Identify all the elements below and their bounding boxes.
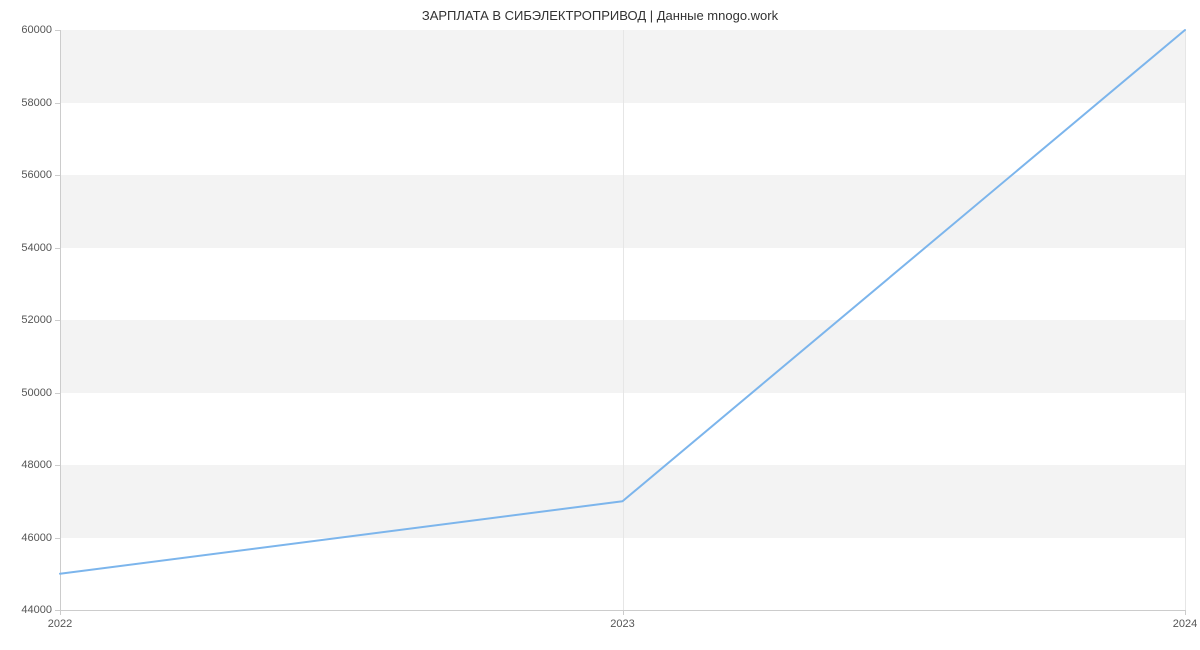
x-tick-label: 2022 <box>48 618 72 630</box>
x-tick-mark <box>1185 610 1186 615</box>
x-tick-label: 2024 <box>1173 618 1197 630</box>
y-tick-label: 44000 <box>21 604 52 616</box>
y-tick-label: 46000 <box>21 532 52 544</box>
line-layer <box>60 30 1185 610</box>
plot-area: 4400046000480005000052000540005600058000… <box>60 30 1185 610</box>
y-tick-label: 52000 <box>21 314 52 326</box>
y-tick-label: 54000 <box>21 242 52 254</box>
salary-line-chart: ЗАРПЛАТА В СИБЭЛЕКТРОПРИВОД | Данные mno… <box>0 0 1200 650</box>
y-tick-label: 48000 <box>21 459 52 471</box>
y-tick-label: 58000 <box>21 97 52 109</box>
y-tick-label: 60000 <box>21 24 52 36</box>
x-axis-line <box>60 610 1185 611</box>
chart-title: ЗАРПЛАТА В СИБЭЛЕКТРОПРИВОД | Данные mno… <box>0 8 1200 23</box>
y-tick-label: 50000 <box>21 387 52 399</box>
x-tick-label: 2023 <box>610 618 634 630</box>
series-salary <box>60 30 1185 574</box>
y-tick-label: 56000 <box>21 169 52 181</box>
x-gridline <box>1185 30 1186 610</box>
